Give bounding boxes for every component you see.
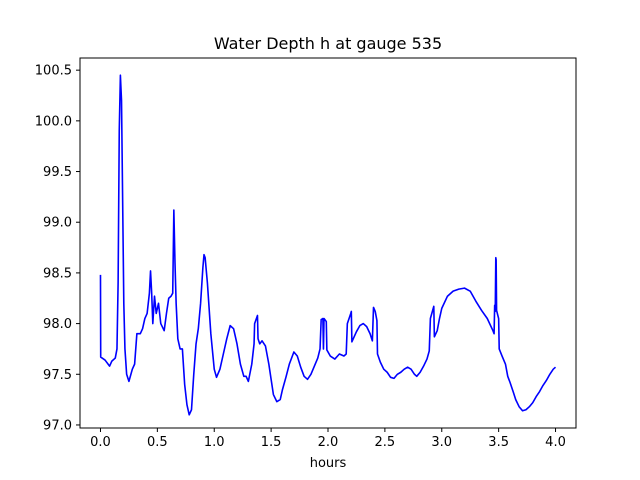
x-tick-label: 1.5 (261, 435, 282, 450)
x-tick-label: 3.0 (431, 435, 452, 450)
y-tick-label: 98.5 (43, 266, 72, 281)
x-tick-label: 0.0 (90, 435, 111, 450)
x-tick-label: 2.5 (375, 435, 396, 450)
chart-title: Water Depth h at gauge 535 (214, 34, 442, 53)
y-tick-label: 98.0 (43, 317, 72, 332)
series-line-0 (99, 74, 557, 416)
y-tick-label: 97.5 (43, 368, 72, 383)
axes-frame (79, 57, 577, 429)
x-axis-ticks: 0.0 0.5 1.0 1.5 2.0 2.5 3.0 3.5 4.0 (90, 428, 566, 450)
x-tick-label: 0.5 (147, 435, 168, 450)
y-tick-label: 97.0 (43, 418, 72, 433)
x-axis-label: hours (310, 456, 347, 471)
x-tick-label: 2.0 (318, 435, 339, 450)
x-tick-label: 4.0 (545, 435, 566, 450)
plot-area (99, 74, 557, 416)
y-axis-ticks: 97.0 97.5 98.0 98.5 99.0 99.5 100.0 100.5 (35, 64, 80, 433)
x-tick-label: 3.5 (488, 435, 509, 450)
y-tick-label: 99.5 (43, 165, 72, 180)
y-tick-label: 100.5 (35, 64, 72, 79)
x-tick-label: 1.0 (204, 435, 225, 450)
y-tick-label: 99.0 (43, 216, 72, 231)
y-tick-label: 100.0 (35, 114, 72, 129)
